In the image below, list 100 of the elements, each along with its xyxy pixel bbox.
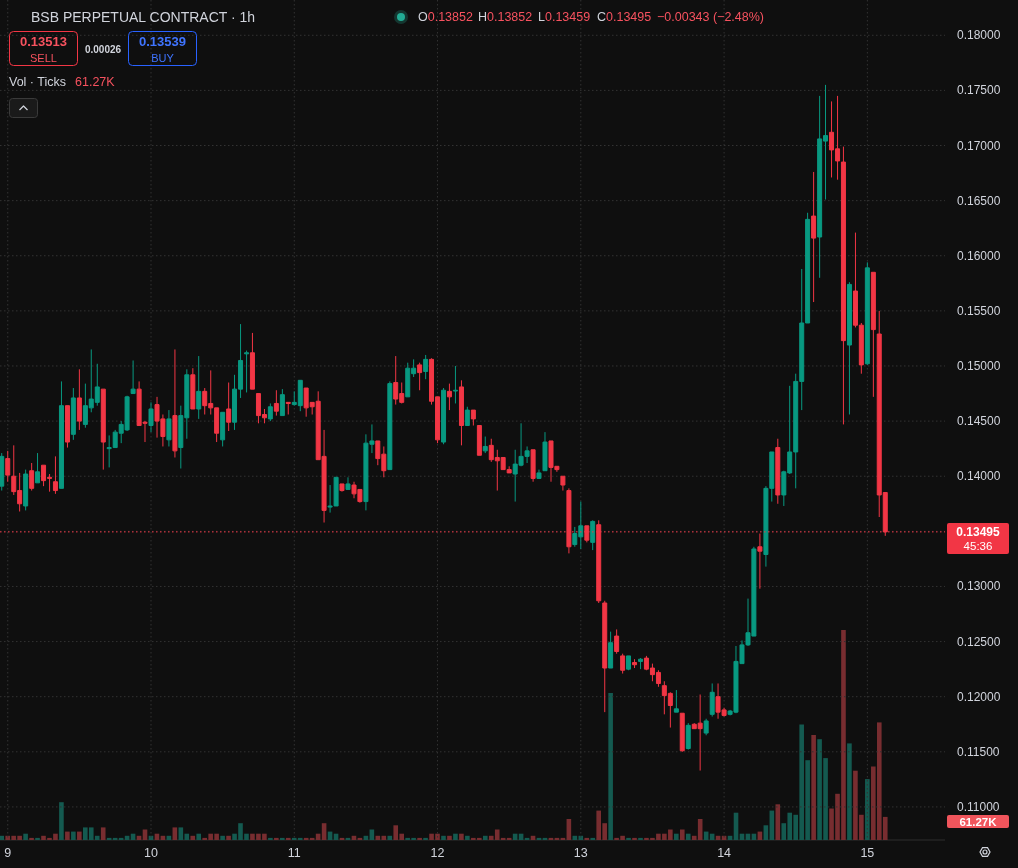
x-tick-label: 13 xyxy=(573,846,588,860)
y-tick-label: 0.18000 xyxy=(957,28,1001,43)
annotation: O0.13852 xyxy=(418,10,473,24)
candlestick xyxy=(679,712,685,753)
candlestick xyxy=(864,261,870,366)
bar xyxy=(811,735,816,840)
annotation: C0.13495 xyxy=(597,10,652,24)
candlestick xyxy=(279,388,285,417)
candlestick xyxy=(703,718,709,736)
bar xyxy=(280,837,285,840)
bar xyxy=(59,802,64,840)
candlestick xyxy=(249,332,255,390)
candlestick xyxy=(846,281,852,415)
x-tick-label: 10 xyxy=(144,846,158,860)
candlestick xyxy=(620,653,626,675)
y-tick-label: 0.15000 xyxy=(957,358,1001,373)
bar xyxy=(65,831,70,840)
bar xyxy=(0,835,5,840)
candlestick xyxy=(244,350,250,393)
candlestick xyxy=(470,409,476,427)
y-tick-label: 0.13000 xyxy=(957,579,1001,594)
text: 61.27K xyxy=(959,815,998,828)
candlestick xyxy=(29,462,35,492)
candlestick xyxy=(870,271,876,398)
annotation: L0.13459 xyxy=(538,10,591,24)
bar xyxy=(590,837,596,840)
candlestick xyxy=(64,405,70,449)
x-tick-label: 11 xyxy=(287,846,301,860)
candlestick xyxy=(673,689,679,713)
candlestick xyxy=(775,438,781,505)
annotation: 0.13539 xyxy=(139,33,186,49)
text: 45:36 xyxy=(963,539,993,552)
bar xyxy=(220,835,225,840)
candlestick xyxy=(476,425,482,456)
candlestick xyxy=(811,171,817,303)
bar xyxy=(638,837,643,840)
bar xyxy=(674,833,679,840)
bar xyxy=(608,693,613,840)
bar xyxy=(447,835,452,840)
candlestick xyxy=(196,355,202,420)
bar xyxy=(190,835,196,840)
candlestick xyxy=(267,402,273,422)
annotation: Vol · Ticks xyxy=(9,75,66,89)
bar xyxy=(482,835,488,840)
candlestick xyxy=(52,455,58,495)
y-tick-label: 0.17500 xyxy=(957,83,1001,98)
bar xyxy=(100,827,106,840)
candlestick xyxy=(482,436,488,454)
candlestick xyxy=(602,600,608,713)
bar xyxy=(423,837,428,840)
annotation: −0.00343 (−2.48%) xyxy=(657,10,765,24)
candlestick xyxy=(226,382,232,432)
candlestick xyxy=(608,631,614,669)
bar xyxy=(417,837,422,840)
bar xyxy=(71,831,76,840)
candlestick xyxy=(345,476,351,490)
candlestick xyxy=(458,379,464,446)
annotation: BUY xyxy=(151,51,175,64)
candlestick xyxy=(58,380,64,489)
candlestick xyxy=(632,658,638,669)
bar xyxy=(685,833,691,840)
text: BSB PERPETUAL CONTRACT · 1h xyxy=(31,9,256,25)
y-tick-label: 0.14500 xyxy=(957,414,1001,429)
bar xyxy=(77,831,82,840)
candlestick xyxy=(709,682,715,718)
candlestick xyxy=(614,628,620,655)
y-tick-label: 0.16500 xyxy=(957,193,1001,208)
candlestick xyxy=(100,388,106,471)
bar xyxy=(268,837,273,840)
candlestick xyxy=(387,380,393,471)
y-tick-label: 0.11500 xyxy=(957,744,1000,759)
candlestick xyxy=(130,359,136,395)
candlestick xyxy=(560,475,566,492)
candlestick xyxy=(166,409,172,447)
candlestick xyxy=(0,452,5,492)
candlestick xyxy=(685,722,691,751)
bar xyxy=(23,833,28,840)
candlestick xyxy=(35,452,41,484)
candlestick xyxy=(273,389,279,417)
candlestick xyxy=(638,657,644,670)
candlestick xyxy=(536,469,542,479)
bar xyxy=(465,835,470,840)
candlestick xyxy=(441,387,447,445)
y-tick-label: 0.12000 xyxy=(957,689,1001,704)
y-tick-label: 0.15500 xyxy=(957,303,1001,318)
x-tick-label: 9 xyxy=(4,846,12,860)
candlestick xyxy=(76,368,82,431)
candlestick xyxy=(446,383,452,411)
bar xyxy=(285,837,291,840)
candlestick xyxy=(190,367,196,410)
candlestick xyxy=(285,401,291,415)
y-tick-label: 0.12500 xyxy=(957,634,1001,649)
bar xyxy=(865,779,870,840)
bar xyxy=(29,837,34,840)
candlestick xyxy=(590,519,596,551)
bar xyxy=(847,743,852,840)
bar xyxy=(459,833,464,840)
candlestick xyxy=(542,431,548,472)
annotation: 0.00026 xyxy=(84,43,122,55)
candlestick xyxy=(464,406,470,427)
